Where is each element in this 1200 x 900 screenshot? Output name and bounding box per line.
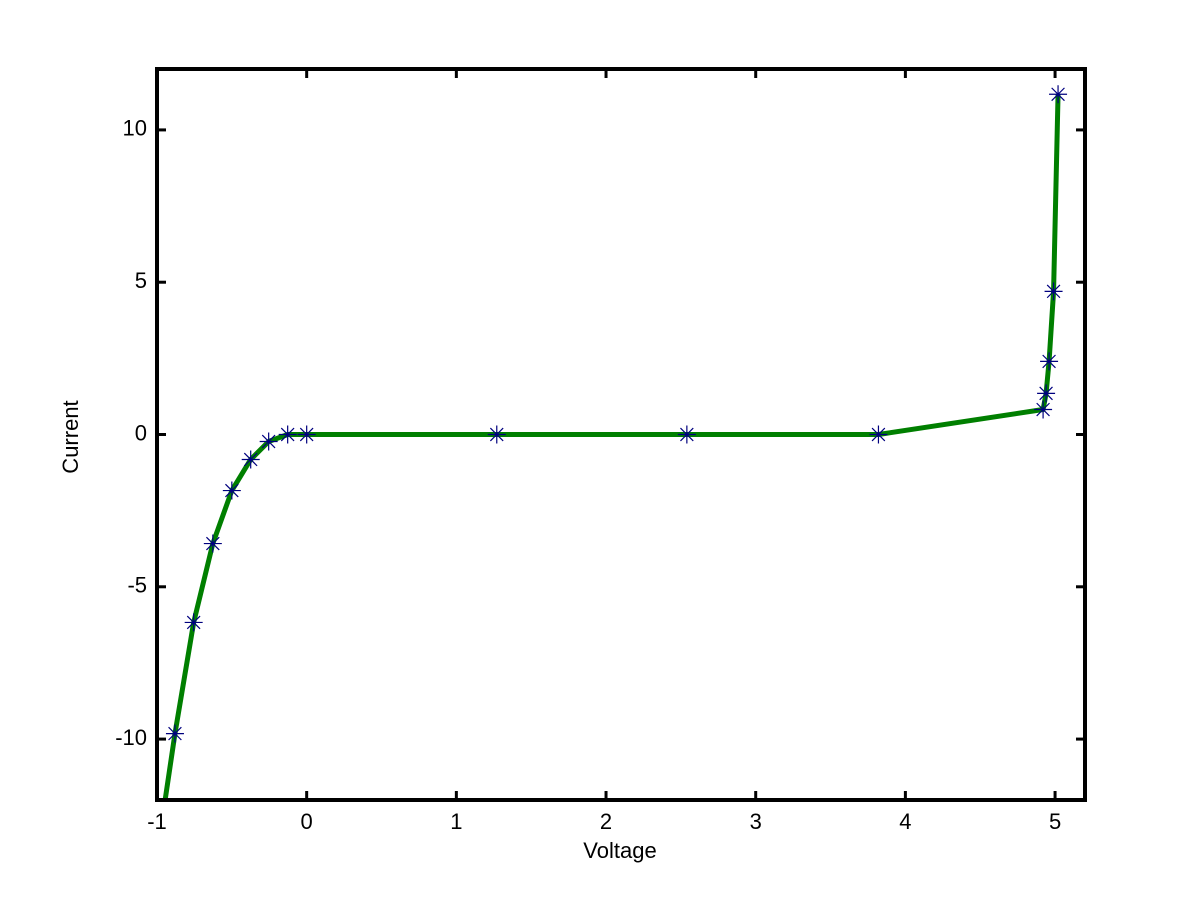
plot-frame [155, 67, 1087, 802]
marker [1040, 352, 1059, 371]
marker [677, 425, 696, 444]
marker [297, 425, 316, 444]
x-tick-label: 4 [899, 809, 911, 834]
marker [1037, 384, 1056, 403]
line [162, 94, 1061, 800]
x-tick-label: -1 [147, 809, 167, 834]
marker [259, 432, 278, 451]
marker [241, 450, 260, 469]
marker [278, 425, 297, 444]
y-axis-label: Current [58, 400, 83, 473]
marker [869, 425, 888, 444]
marker [1034, 400, 1053, 419]
x-tick-label: 3 [750, 809, 762, 834]
marker [203, 534, 222, 553]
y-tick-label: 0 [135, 420, 147, 445]
x-axis-label: Voltage [583, 838, 656, 863]
x-tick-label: 2 [600, 809, 612, 834]
marker [184, 613, 203, 632]
x-tick-label: 5 [1049, 809, 1061, 834]
y-tick-label: 10 [123, 116, 147, 141]
marker [165, 724, 184, 743]
plot-area [148, 85, 1068, 864]
marker [1049, 85, 1068, 104]
marker [1044, 282, 1063, 301]
marker [487, 425, 506, 444]
marker [148, 846, 166, 864]
y-tick-label: -5 [127, 573, 147, 598]
x-tick-label: 0 [301, 809, 313, 834]
x-tick-label: 1 [450, 809, 462, 834]
marker [222, 481, 241, 500]
y-tick-label: 5 [135, 268, 147, 293]
y-tick-label: -10 [115, 725, 147, 750]
